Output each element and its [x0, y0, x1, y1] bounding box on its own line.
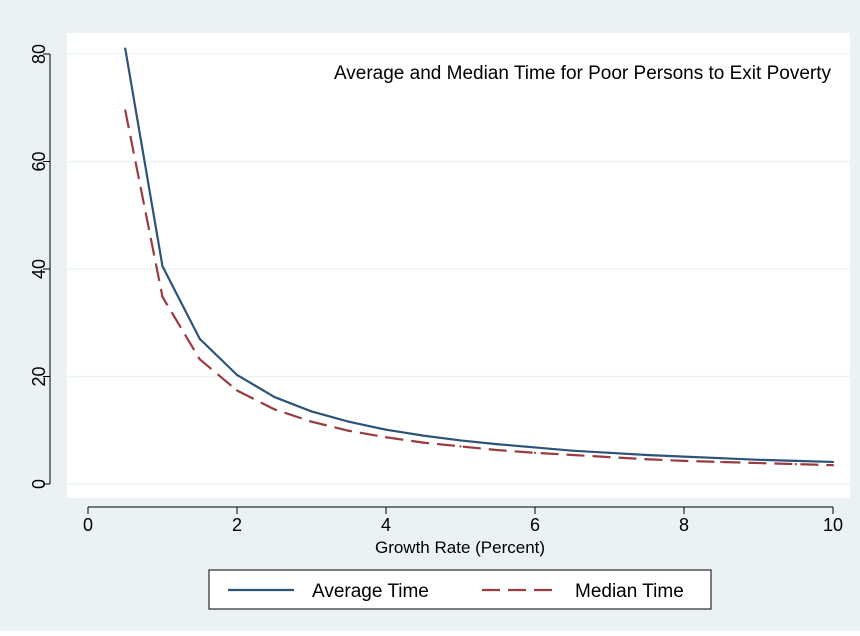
gridlines	[67, 53, 850, 485]
data-point-median-time	[422, 441, 425, 444]
x-tick-label: 6	[530, 515, 540, 535]
data-point-median-time	[682, 459, 686, 462]
y-tick-label: 20	[29, 366, 49, 386]
legend-label: Median Time	[575, 581, 684, 602]
data-point-median-time	[235, 389, 239, 392]
data-point-median-time	[310, 420, 313, 423]
data-point-median-time	[161, 295, 164, 299]
x-axis-label: Growth Rate (Percent)	[375, 538, 545, 557]
data-point-median-time	[571, 453, 574, 457]
legend: Average Time Median Time	[208, 569, 712, 610]
data-point-median-time	[384, 436, 388, 439]
data-point-average-time	[645, 453, 648, 457]
x-tick-label: 8	[679, 515, 689, 535]
data-point-median-time	[124, 109, 127, 112]
data-point-median-time	[496, 449, 499, 452]
y-tick-label: 40	[29, 259, 49, 279]
data-point-median-time	[273, 408, 276, 411]
legend-label: Average Time	[312, 581, 429, 602]
series-lines	[124, 47, 835, 467]
data-point-average-time	[794, 459, 797, 462]
data-point-average-time	[571, 449, 574, 452]
axes: 0 20 40 60 80 0 2 4 6 8 10	[29, 44, 843, 535]
chart-title: Average and Median Time for Poor Persons…	[334, 63, 832, 84]
data-point-average-time	[682, 455, 686, 458]
data-point-median-time	[757, 461, 760, 465]
data-point-average-time	[533, 446, 537, 449]
data-point-average-time	[347, 420, 350, 423]
data-point-median-time	[533, 451, 537, 454]
plot-area	[67, 33, 850, 498]
y-tick-label: 0	[29, 479, 49, 489]
data-point-average-time	[757, 458, 760, 461]
data-point-average-time	[422, 434, 425, 437]
data-point-median-time	[720, 460, 723, 464]
series-line-median-time	[124, 110, 834, 467]
data-point-average-time	[198, 337, 201, 340]
data-point-median-time	[459, 445, 462, 448]
data-point-median-time	[794, 463, 797, 466]
y-tick-label: 60	[29, 151, 49, 171]
data-point-average-time	[384, 428, 388, 431]
data-point-average-time	[496, 443, 499, 446]
data-point-average-time	[608, 451, 611, 454]
data-point-average-time	[235, 373, 239, 376]
x-tick-label: 10	[823, 515, 843, 535]
x-tick-label: 4	[381, 515, 391, 535]
data-point-median-time	[831, 464, 835, 467]
data-point-median-time	[608, 456, 611, 459]
data-point-average-time	[459, 439, 462, 442]
data-point-median-time	[645, 458, 648, 461]
data-point-median-time	[198, 358, 201, 361]
data-point-average-time	[273, 395, 276, 399]
x-tick-label: 0	[83, 515, 93, 535]
data-point-average-time	[720, 457, 723, 460]
data-point-average-time	[124, 47, 127, 50]
data-point-average-time	[161, 265, 164, 268]
series-line-average-time	[124, 48, 834, 464]
y-tick-label: 80	[29, 44, 49, 64]
data-point-average-time	[831, 460, 835, 464]
data-point-average-time	[310, 410, 313, 413]
data-point-median-time	[347, 429, 350, 432]
x-tick-label: 2	[232, 515, 242, 535]
